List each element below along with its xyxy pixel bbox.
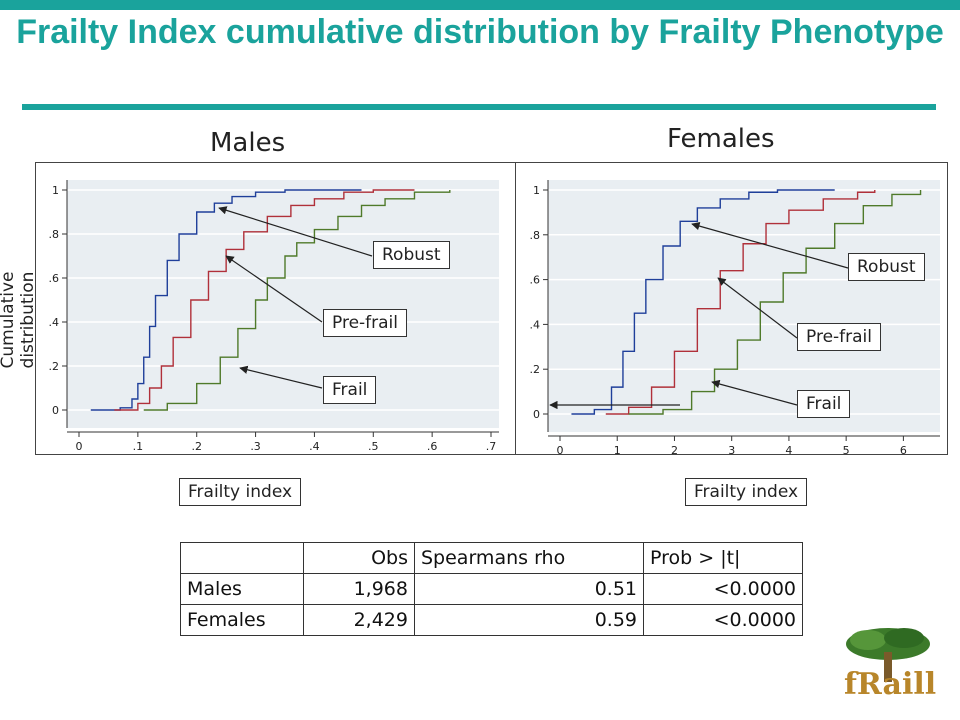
table-header-cell — [180, 542, 304, 574]
males-robust-callout: Robust — [373, 241, 450, 269]
y-tick-label: 1 — [533, 184, 540, 197]
males-panel-label: Males — [210, 128, 286, 158]
females-x-axis-label: Frailty index — [685, 478, 808, 506]
females-frail-callout: Frail — [797, 390, 851, 418]
table-cell-rho: 0.51 — [414, 573, 644, 605]
plot-area — [548, 180, 940, 432]
table-cell-obs: 2,429 — [303, 604, 415, 636]
x-tick-label: .1 — [133, 440, 144, 453]
x-tick-label: 4 — [785, 444, 792, 457]
plot-area — [67, 180, 499, 428]
x-tick-label: 1 — [614, 444, 621, 457]
x-tick-label: 2 — [671, 444, 678, 457]
table-cell-p: <0.0000 — [643, 573, 803, 605]
callout-arrow — [691, 222, 849, 269]
y-tick-label: .4 — [49, 316, 60, 329]
y-tick-label: 0 — [52, 404, 59, 417]
table-row: Males 1,968 0.51 <0.0000 — [180, 573, 803, 605]
y-tick-label: .6 — [530, 274, 541, 287]
chart-divider — [515, 162, 516, 455]
y-tick-label: .2 — [49, 360, 60, 373]
x-tick-label: .4 — [309, 440, 320, 453]
series-line-robust — [571, 189, 835, 415]
males-x-axis-label: Frailty index — [179, 478, 302, 506]
x-tick-label: 0 — [557, 444, 564, 457]
x-tick-label: 0 — [76, 440, 83, 453]
y-tick-label: .6 — [49, 272, 60, 285]
table-header-cell: Obs — [303, 542, 415, 574]
callout-arrow — [239, 365, 323, 389]
series-line-frail — [143, 190, 451, 411]
series-line-prefrail — [605, 190, 876, 415]
y-tick-label: .8 — [530, 229, 541, 242]
logo-text: fRaill — [844, 667, 936, 702]
y-tick-label: .2 — [530, 363, 541, 376]
table-cell-rho: 0.59 — [414, 604, 644, 636]
fraill-logo: fRaill — [844, 628, 936, 702]
slide-title: Frailty Index cumulative distribution by… — [16, 13, 944, 51]
table-row: Females 2,429 0.59 <0.0000 — [180, 604, 803, 636]
series-line-robust — [90, 189, 362, 411]
table-cell-obs: 1,968 — [303, 573, 415, 605]
x-tick-label: .2 — [191, 440, 202, 453]
series-line-frail — [628, 190, 922, 415]
x-tick-label: .3 — [250, 440, 261, 453]
y-tick-label: 1 — [52, 184, 59, 197]
callout-arrow — [218, 206, 373, 257]
females-panel-label: Females — [667, 124, 775, 154]
x-tick-label: 5 — [843, 444, 850, 457]
x-tick-label: 3 — [728, 444, 735, 457]
callout-arrow — [225, 255, 323, 323]
y-tick-label: 0 — [533, 408, 540, 421]
x-tick-label: 6 — [900, 444, 907, 457]
y-tick-label: .4 — [530, 318, 541, 331]
spearman-table: Obs Spearmans rho Prob > |t| Males 1,968… — [180, 542, 803, 636]
title-underline — [22, 104, 936, 110]
top-accent-bar — [0, 0, 960, 10]
table-cell-group: Males — [180, 573, 304, 605]
x-tick-label: .7 — [486, 440, 497, 453]
table-header-row: Obs Spearmans rho Prob > |t| — [180, 542, 803, 574]
x-tick-label: .6 — [427, 440, 438, 453]
males-frail-callout: Frail — [323, 376, 377, 404]
callout-arrow — [717, 277, 798, 339]
males-prefrail-callout: Pre-frail — [323, 309, 407, 337]
table-cell-group: Females — [180, 604, 304, 636]
females-robust-callout: Robust — [848, 253, 925, 281]
table-header-cell: Prob > |t| — [643, 542, 803, 574]
table-header-cell: Spearmans rho — [414, 542, 644, 574]
table-cell-p: <0.0000 — [643, 604, 803, 636]
x-tick-label: .5 — [368, 440, 379, 453]
y-axis-label: Cumulative distribution — [0, 271, 38, 369]
y-tick-label: .8 — [49, 228, 60, 241]
callout-arrow — [711, 379, 798, 406]
females-prefrail-callout: Pre-frail — [797, 323, 881, 351]
